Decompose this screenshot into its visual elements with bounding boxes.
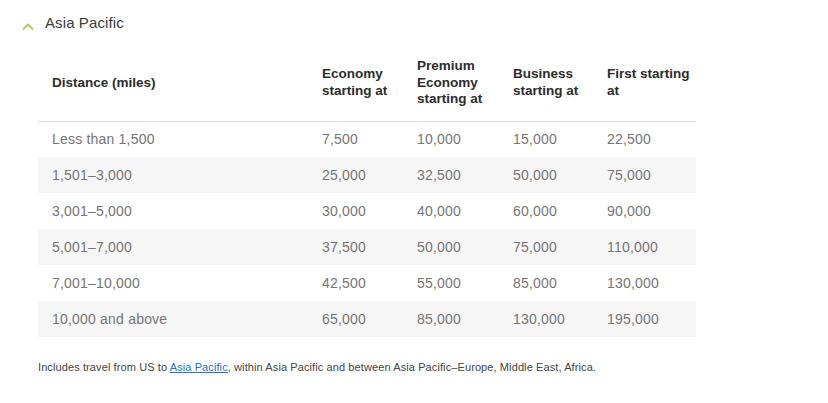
table-row: 10,000 and above 65,000 85,000 130,000 1… [38, 301, 696, 337]
footnote-prefix: Includes travel from US to [38, 361, 170, 373]
distance-cell: 7,001–10,000 [38, 265, 308, 301]
column-header-business: Business starting at [499, 48, 593, 121]
column-header-premium-economy: Premium Economy starting at [403, 48, 499, 121]
premium-economy-cell: 32,500 [403, 157, 499, 193]
first-cell: 130,000 [593, 265, 696, 301]
table-row: Less than 1,500 7,500 10,000 15,000 22,5… [38, 121, 696, 157]
business-cell: 75,000 [499, 229, 593, 265]
premium-economy-cell: 40,000 [403, 193, 499, 229]
distance-cell: 3,001–5,000 [38, 193, 308, 229]
section-title: Asia Pacific [45, 14, 124, 31]
first-cell: 110,000 [593, 229, 696, 265]
business-cell: 50,000 [499, 157, 593, 193]
footnote-suffix: , within Asia Pacific and between Asia P… [228, 361, 596, 373]
award-chart-table: Distance (miles) Economy starting at Pre… [38, 48, 696, 337]
column-header-economy: Economy starting at [308, 48, 403, 121]
table-row: 3,001–5,000 30,000 40,000 60,000 90,000 [38, 193, 696, 229]
premium-economy-cell: 55,000 [403, 265, 499, 301]
column-header-first: First starting at [593, 48, 696, 121]
distance-cell: Less than 1,500 [38, 121, 308, 157]
economy-cell: 65,000 [308, 301, 403, 337]
premium-economy-cell: 10,000 [403, 121, 499, 157]
table-row: 7,001–10,000 42,500 55,000 85,000 130,00… [38, 265, 696, 301]
premium-economy-cell: 85,000 [403, 301, 499, 337]
table-row: 1,501–3,000 25,000 32,500 50,000 75,000 [38, 157, 696, 193]
table-row: 5,001–7,000 37,500 50,000 75,000 110,000 [38, 229, 696, 265]
economy-cell: 25,000 [308, 157, 403, 193]
column-header-distance: Distance (miles) [38, 48, 308, 121]
economy-cell: 37,500 [308, 229, 403, 265]
chevron-up-icon[interactable] [22, 18, 34, 28]
distance-cell: 5,001–7,000 [38, 229, 308, 265]
asia-pacific-link[interactable]: Asia Pacific [170, 361, 228, 373]
first-cell: 22,500 [593, 121, 696, 157]
distance-cell: 10,000 and above [38, 301, 308, 337]
asia-pacific-section: Asia Pacific Distance (miles) Economy st… [0, 0, 828, 373]
business-cell: 60,000 [499, 193, 593, 229]
economy-cell: 42,500 [308, 265, 403, 301]
distance-cell: 1,501–3,000 [38, 157, 308, 193]
table-header-row: Distance (miles) Economy starting at Pre… [38, 48, 696, 121]
economy-cell: 30,000 [308, 193, 403, 229]
footnote: Includes travel from US to Asia Pacific,… [38, 361, 828, 373]
section-accordion-header[interactable]: Asia Pacific [22, 14, 828, 31]
first-cell: 195,000 [593, 301, 696, 337]
business-cell: 15,000 [499, 121, 593, 157]
business-cell: 130,000 [499, 301, 593, 337]
first-cell: 90,000 [593, 193, 696, 229]
first-cell: 75,000 [593, 157, 696, 193]
business-cell: 85,000 [499, 265, 593, 301]
premium-economy-cell: 50,000 [403, 229, 499, 265]
economy-cell: 7,500 [308, 121, 403, 157]
